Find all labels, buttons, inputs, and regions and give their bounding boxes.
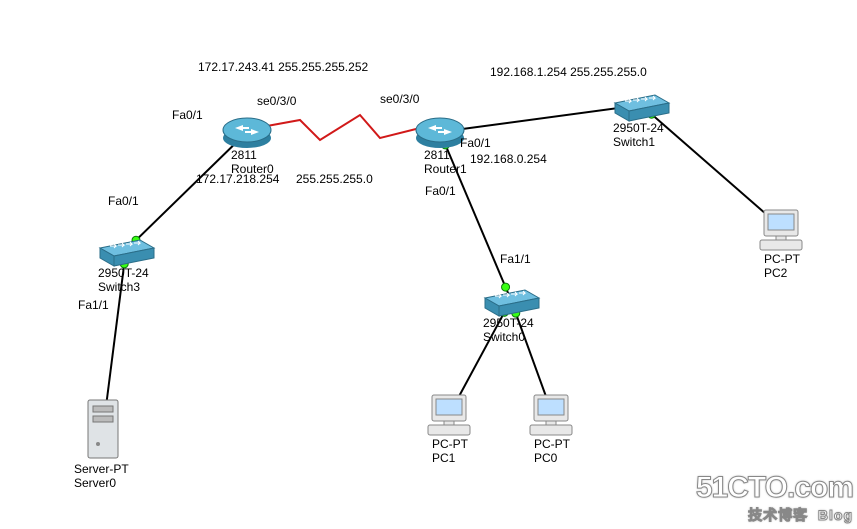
device-model: PC-PT bbox=[432, 437, 468, 451]
annotation-label: se0/3/0 bbox=[257, 94, 296, 108]
annotation-label: se0/3/0 bbox=[380, 92, 419, 106]
pc-icon[interactable] bbox=[530, 395, 572, 435]
device-model: 2811 bbox=[424, 148, 450, 162]
annotation-label: Fa0/1 bbox=[108, 194, 139, 208]
switch-icon[interactable] bbox=[615, 95, 669, 121]
device-hostname: Router1 bbox=[424, 162, 467, 176]
device-hostname: Switch1 bbox=[613, 135, 655, 149]
annotation-label: Fa0/1 bbox=[460, 136, 491, 150]
device-model: PC-PT bbox=[764, 252, 800, 266]
annotation-label: 192.168.0.254 bbox=[470, 152, 547, 166]
switch-icon[interactable] bbox=[100, 240, 154, 266]
device-model: 2950T-24 bbox=[613, 121, 664, 135]
annotation-label: 172.17.243.41 255.255.255.252 bbox=[198, 60, 368, 74]
device-hostname: Switch0 bbox=[483, 330, 525, 344]
router-icon[interactable] bbox=[223, 118, 271, 148]
ethernet-link bbox=[126, 132, 247, 250]
device-model: Server-PT bbox=[74, 462, 129, 476]
device-model: 2950T-24 bbox=[98, 266, 149, 280]
annotation-label: 172.17.218.254 bbox=[196, 172, 279, 186]
device-hostname: PC0 bbox=[534, 451, 557, 465]
annotation-label: 255.255.255.0 bbox=[296, 172, 373, 186]
pc-icon[interactable] bbox=[428, 395, 470, 435]
device-hostname: Server0 bbox=[74, 476, 116, 490]
device-model: 2811 bbox=[231, 148, 257, 162]
annotation-label: Fa0/1 bbox=[425, 184, 456, 198]
watermark: 51CTO.com 技术博客 Blog bbox=[696, 471, 853, 525]
annotation-label: Fa0/1 bbox=[172, 108, 203, 122]
device-hostname: Switch3 bbox=[98, 280, 140, 294]
annotation-label: Fa1/1 bbox=[78, 298, 109, 312]
device-model: 2950T-24 bbox=[483, 316, 534, 330]
annotation-label: Fa1/1 bbox=[500, 252, 531, 266]
device-hostname: PC2 bbox=[764, 266, 787, 280]
serial-link bbox=[256, 115, 420, 140]
server-icon[interactable] bbox=[88, 400, 118, 458]
ethernet-link bbox=[440, 105, 641, 132]
topology-svg bbox=[0, 0, 857, 529]
pc-icon[interactable] bbox=[760, 210, 802, 250]
annotation-label: 192.168.1.254 255.255.255.0 bbox=[490, 65, 647, 79]
device-hostname: PC1 bbox=[432, 451, 455, 465]
switch-icon[interactable] bbox=[485, 290, 539, 316]
device-model: PC-PT bbox=[534, 437, 570, 451]
router-icon[interactable] bbox=[416, 118, 464, 148]
